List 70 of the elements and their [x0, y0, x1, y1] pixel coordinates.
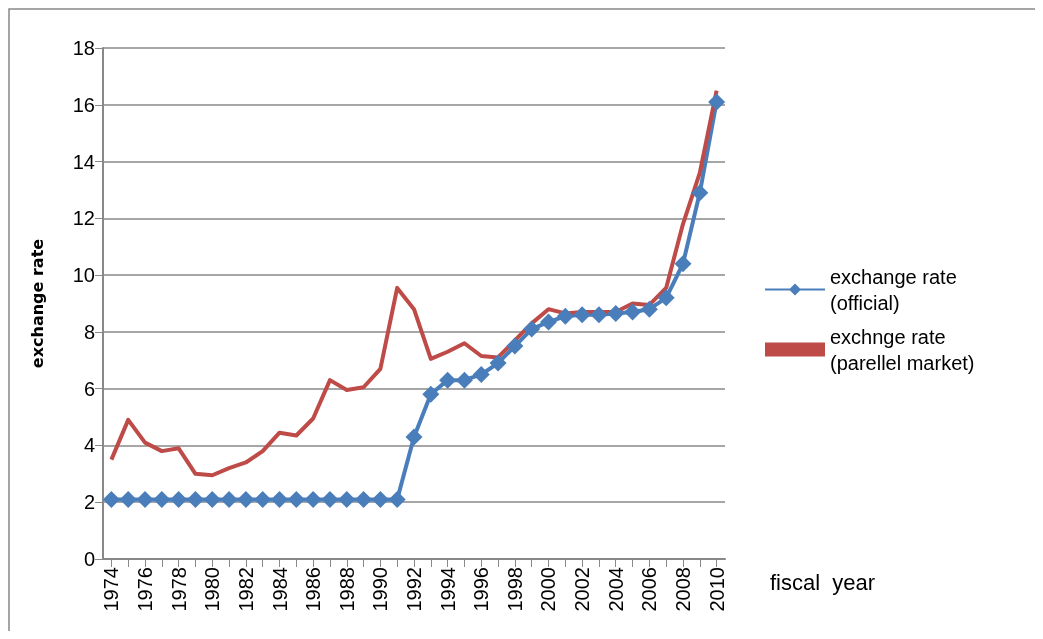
- point: [455, 371, 473, 389]
- y-tick-label: 0: [83, 548, 95, 570]
- x-tick-label: 1974: [100, 567, 123, 612]
- x-tick-label: 1996: [470, 567, 493, 612]
- point: [355, 490, 373, 508]
- x-tick-label: 2004: [604, 567, 627, 612]
- x-tick-label: 2006: [638, 567, 661, 612]
- point: [590, 306, 608, 324]
- point: [338, 490, 356, 508]
- x-tick-label: 2002: [571, 567, 594, 612]
- x-tick-label: 1984: [268, 567, 291, 612]
- y-tick-label: 10: [72, 264, 95, 287]
- point: [119, 490, 137, 508]
- point: [254, 490, 272, 508]
- legend-label: exchnge rate (parellel market): [830, 325, 975, 374]
- point: [388, 490, 406, 508]
- point: [371, 490, 389, 508]
- point: [422, 385, 440, 403]
- x-tick-label: 1990: [369, 567, 392, 612]
- x-axis-title: fiscal year: [770, 569, 876, 595]
- point: [439, 371, 457, 389]
- point: [657, 289, 675, 307]
- x-tick-label: 1978: [167, 567, 190, 612]
- x-tick-label: 1982: [234, 567, 257, 612]
- point: [220, 490, 238, 508]
- point: [237, 490, 255, 508]
- point: [304, 490, 322, 508]
- x-tick-label: 1992: [403, 567, 425, 612]
- point: [153, 490, 171, 508]
- y-axis-title: exchange rate: [27, 238, 47, 369]
- point: [170, 490, 188, 508]
- y-tick-label: 14: [72, 150, 95, 173]
- legend-label: exchange rate (official): [830, 265, 963, 314]
- x-tick-label: 1980: [201, 567, 224, 612]
- point: [136, 490, 154, 508]
- y-tick-label: 4: [83, 434, 95, 457]
- x-tick-label: 1988: [335, 567, 358, 612]
- point: [287, 490, 305, 508]
- point: [472, 365, 490, 383]
- point: [607, 304, 625, 322]
- point: [674, 255, 692, 273]
- y-tick-label: 8: [83, 320, 95, 343]
- point: [271, 490, 289, 508]
- x-tick-label: 1998: [503, 567, 526, 612]
- point: [624, 303, 642, 321]
- x-tick-label: 1986: [302, 567, 325, 612]
- point: [691, 184, 709, 202]
- x-tick-label: 2000: [537, 567, 560, 612]
- y-tick-label: 6: [83, 377, 95, 400]
- point: [708, 93, 726, 111]
- y-tick-label: 12: [72, 207, 95, 230]
- x-tick-label: 1994: [436, 567, 459, 612]
- point: [186, 490, 204, 508]
- x-tick-label: 2008: [671, 567, 694, 612]
- x-tick-label: 1976: [134, 567, 157, 612]
- y-tick-label: 18: [72, 37, 95, 59]
- point: [640, 300, 658, 318]
- point: [321, 490, 339, 508]
- point: [506, 337, 524, 355]
- point: [489, 354, 507, 372]
- y-tick-label: 16: [72, 93, 95, 116]
- point: [203, 490, 221, 508]
- point: [539, 313, 557, 331]
- x-tick-label: 2010: [705, 567, 728, 612]
- point: [102, 490, 120, 508]
- y-tick-label: 2: [83, 491, 95, 514]
- point: [405, 428, 423, 446]
- point: [573, 306, 591, 324]
- point: [556, 307, 574, 325]
- point: [523, 320, 541, 338]
